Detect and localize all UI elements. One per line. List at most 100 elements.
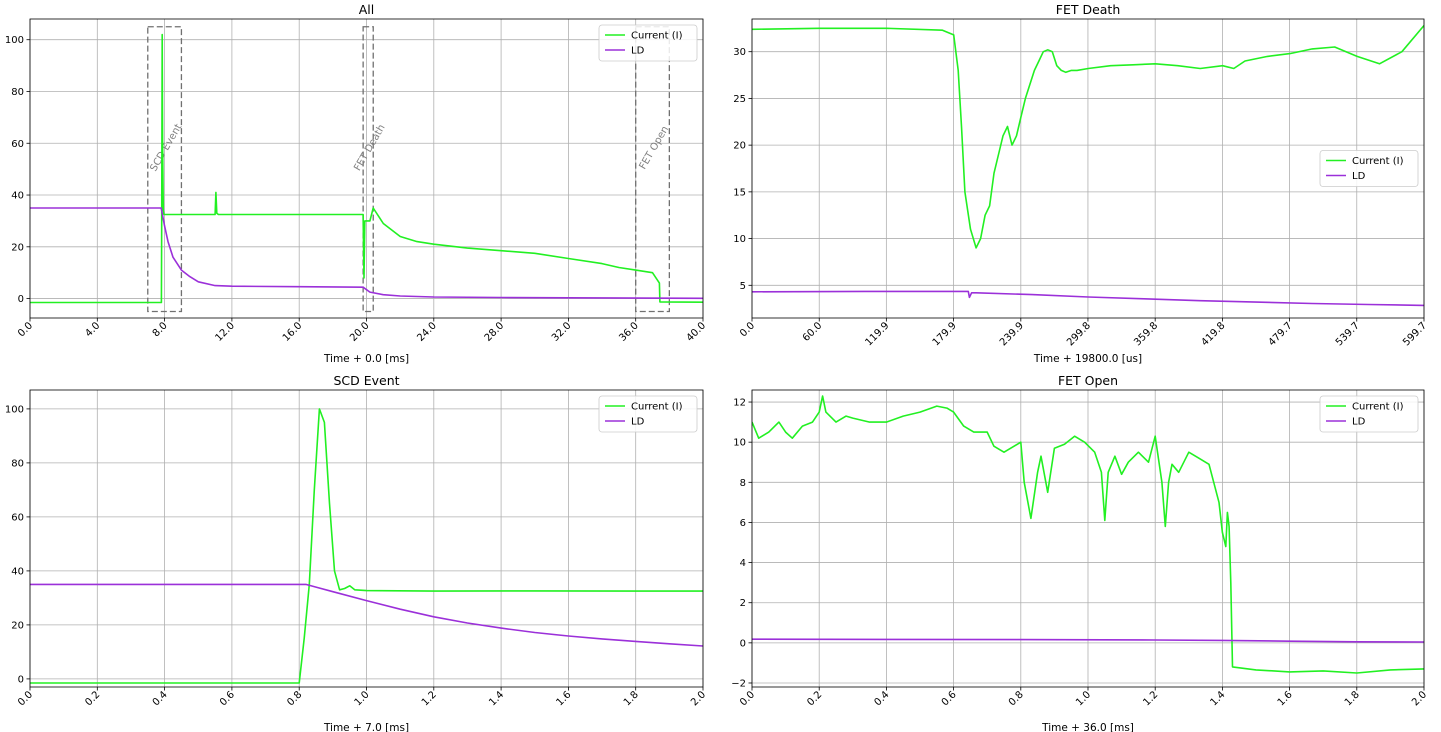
y-tick-label: 20 bbox=[733, 141, 746, 152]
chart-panel-2: 0.0 0.2 0.4 0.6 0.8 1.0 1.2 1.4 1.6 1.8 2.0 0 20 40 60… bbox=[5, 373, 708, 732]
x-tick-label: 599.7 bbox=[1401, 320, 1429, 348]
chart-title: SCD Event bbox=[333, 373, 399, 388]
series-line-ld bbox=[30, 583, 703, 647]
x-tick-label: 4.0 bbox=[83, 320, 102, 339]
y-tick-label: 0 bbox=[18, 294, 24, 305]
y-tick-label: 12 bbox=[733, 398, 746, 409]
x-tick-label: 239.9 bbox=[998, 320, 1026, 348]
y-tick-label: 6 bbox=[740, 518, 746, 529]
chart-panel-1: 0.0 60.0 119.9 179.9 239.9 299.8 359.8 419.8 479… bbox=[733, 2, 1429, 365]
y-tick-label: 60 bbox=[11, 512, 24, 523]
x-tick-label: 24.0 bbox=[415, 320, 439, 344]
y-tick-label: 2 bbox=[740, 598, 746, 609]
y-tick-label: 80 bbox=[11, 458, 24, 469]
x-tick-label: 0.6 bbox=[218, 689, 237, 708]
x-tick-label: 0.8 bbox=[1007, 689, 1026, 708]
y-tick-label: 0 bbox=[18, 674, 24, 685]
x-tick-label: 179.9 bbox=[931, 320, 959, 348]
legend-label: LD bbox=[631, 46, 645, 57]
x-tick-label: 1.2 bbox=[420, 689, 439, 708]
legend: Current (I) LD bbox=[1319, 150, 1419, 187]
plot-frame bbox=[751, 18, 1425, 319]
x-tick-label: 0.8 bbox=[285, 689, 304, 708]
x-tick-label: 119.9 bbox=[863, 320, 891, 348]
y-tick-label: 0 bbox=[740, 638, 746, 649]
x-tick-label: 2.0 bbox=[1410, 689, 1429, 708]
x-tick-label: 0.0 bbox=[16, 320, 35, 339]
annotation-box bbox=[635, 26, 671, 313]
x-axis-label: Time + 7.0 [ms] bbox=[323, 722, 409, 732]
legend-label: Current (I) bbox=[631, 31, 683, 42]
x-tick-label: 0.0 bbox=[16, 689, 35, 708]
series-line-ld bbox=[752, 290, 1424, 307]
x-tick-label: 12.0 bbox=[213, 320, 237, 344]
y-tick-label: 60 bbox=[11, 139, 24, 150]
x-tick-label: 419.8 bbox=[1200, 320, 1228, 348]
y-tick-label: 40 bbox=[11, 566, 24, 577]
x-tick-label: 8.0 bbox=[151, 320, 170, 339]
annotation-label: FET Death bbox=[352, 123, 387, 173]
plot-frame bbox=[751, 389, 1425, 688]
y-tick-label: 4 bbox=[740, 558, 746, 569]
x-tick-label: 479.7 bbox=[1267, 320, 1295, 348]
chart-title: All bbox=[359, 2, 375, 17]
x-tick-label: 1.6 bbox=[1276, 689, 1295, 708]
x-axis-label: Time + 0.0 [ms] bbox=[323, 353, 409, 365]
chart-title: FET Open bbox=[1058, 373, 1118, 388]
x-tick-label: 28.0 bbox=[483, 320, 507, 344]
x-tick-label: 0.4 bbox=[151, 689, 170, 708]
series-line-current bbox=[30, 408, 703, 684]
chart-panel-0: 0.0 4.0 8.0 12.0 16.0 20.0 24.0 28.0 32.0 36.0 40.… bbox=[5, 2, 708, 365]
legend-box bbox=[1319, 395, 1419, 433]
x-tick-label: 36.0 bbox=[617, 320, 641, 344]
x-tick-label: 1.4 bbox=[487, 689, 506, 708]
x-tick-label: 1.6 bbox=[554, 689, 573, 708]
annotation-box bbox=[147, 26, 183, 313]
y-tick-label: 40 bbox=[11, 191, 24, 202]
x-tick-label: 0.0 bbox=[738, 320, 757, 339]
y-tick-label: 15 bbox=[733, 187, 746, 198]
legend: Current (I) LD bbox=[1319, 395, 1419, 433]
x-tick-label: 359.8 bbox=[1132, 320, 1160, 348]
legend: Current (I) LD bbox=[598, 395, 698, 433]
legend-label: Current (I) bbox=[1352, 402, 1404, 413]
y-tick-label: 20 bbox=[11, 242, 24, 253]
x-tick-label: 299.8 bbox=[1065, 320, 1093, 348]
x-tick-label: 20.0 bbox=[348, 320, 372, 344]
y-tick-label: 80 bbox=[11, 87, 24, 98]
x-tick-label: 0.4 bbox=[872, 689, 891, 708]
x-tick-label: 60.0 bbox=[801, 320, 825, 344]
x-axis-label: Time + 19800.0 [us] bbox=[1033, 353, 1142, 365]
x-tick-label: 1.2 bbox=[1141, 689, 1160, 708]
annotation-box bbox=[362, 26, 374, 313]
legend-label: LD bbox=[1352, 417, 1366, 428]
y-tick-label: 100 bbox=[5, 35, 24, 46]
x-tick-label: 0.2 bbox=[805, 689, 824, 708]
x-tick-label: 2.0 bbox=[689, 689, 708, 708]
y-tick-label: 30 bbox=[733, 47, 746, 58]
x-tick-label: 1.0 bbox=[1074, 689, 1093, 708]
series-line-current bbox=[30, 33, 703, 304]
legend-box bbox=[1319, 150, 1419, 187]
plot-frame bbox=[29, 389, 704, 688]
y-tick-label: 25 bbox=[733, 94, 746, 105]
annotation-label: FET Open bbox=[638, 124, 672, 171]
chart-title: FET Death bbox=[1056, 2, 1121, 17]
legend-label: LD bbox=[1352, 171, 1366, 182]
x-tick-label: 1.8 bbox=[622, 689, 641, 708]
y-tick-label: 10 bbox=[733, 234, 746, 245]
annotation-label: SCD Event bbox=[148, 122, 184, 173]
y-tick-label: 20 bbox=[11, 620, 24, 631]
y-tick-label: −2 bbox=[731, 678, 746, 689]
legend: Current (I) LD bbox=[598, 24, 698, 62]
x-tick-label: 1.0 bbox=[353, 689, 372, 708]
legend-label: LD bbox=[631, 417, 645, 428]
x-tick-label: 0.2 bbox=[83, 689, 102, 708]
series-line-current bbox=[752, 395, 1424, 674]
chart-panel-3: 0.0 0.2 0.4 0.6 0.8 1.0 1.2 1.4 1.6 1.8 2.0 −2 0 2 4 6 8… bbox=[731, 373, 1429, 732]
y-tick-label: 100 bbox=[5, 404, 24, 415]
legend-box bbox=[598, 395, 698, 433]
legend-box bbox=[598, 24, 698, 62]
series-line-current bbox=[752, 24, 1424, 249]
